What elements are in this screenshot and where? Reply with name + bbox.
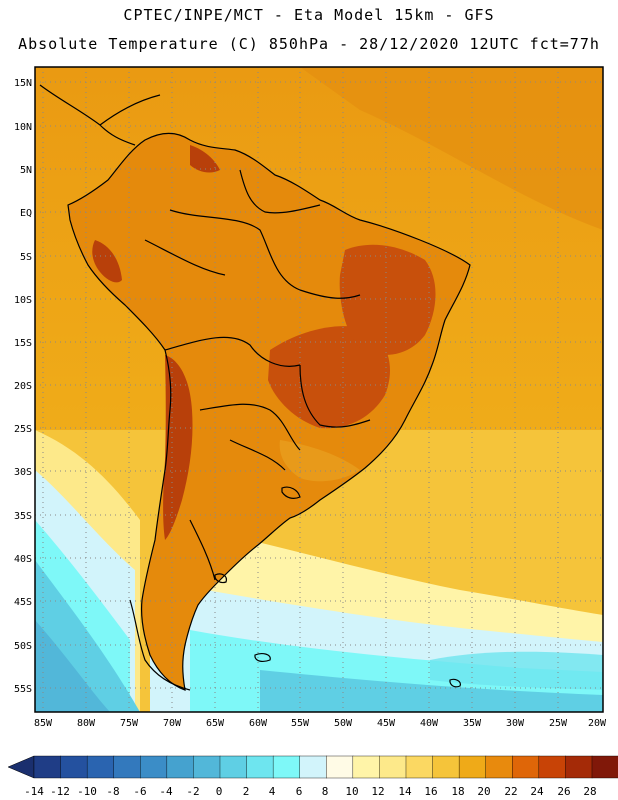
colorbar-label: 12 bbox=[371, 785, 384, 798]
lon-label: 70W bbox=[163, 718, 182, 729]
colorbar-label: 26 bbox=[557, 785, 570, 798]
colorbar-swatch bbox=[113, 755, 141, 779]
colorbar-label: 6 bbox=[296, 785, 303, 798]
colorbar-swatch bbox=[219, 755, 248, 779]
colorbar-swatch bbox=[485, 755, 513, 779]
colorbar-swatch bbox=[193, 755, 221, 779]
lon-label: 60W bbox=[249, 718, 268, 729]
lat-label: EQ bbox=[20, 208, 32, 219]
colorbar-swatch bbox=[352, 755, 380, 779]
colorbar-under-arrow bbox=[7, 755, 35, 779]
colorbar-label: 0 bbox=[216, 785, 223, 798]
lon-label: 25W bbox=[549, 718, 568, 729]
colorbar-label: 2 bbox=[243, 785, 250, 798]
colorbar-swatch bbox=[591, 755, 618, 779]
map-field bbox=[35, 67, 603, 712]
lat-axis: 15N 10N 5N EQ 5S 10S 15S 20S 25S 30S 35S… bbox=[14, 78, 32, 695]
colorbar-swatch bbox=[60, 755, 88, 779]
colorbar-label: -6 bbox=[133, 785, 146, 798]
lon-label: 55W bbox=[291, 718, 310, 729]
lat-label: 50S bbox=[14, 641, 32, 652]
colorbar-swatch bbox=[538, 755, 566, 779]
colorbar-label: 8 bbox=[322, 785, 329, 798]
lat-label: 45S bbox=[14, 597, 32, 608]
map-borders bbox=[39, 84, 471, 691]
lon-label: 75W bbox=[120, 718, 139, 729]
lat-label: 15S bbox=[14, 338, 32, 349]
colorbar-label: 24 bbox=[530, 785, 544, 798]
lat-label: 5N bbox=[20, 165, 32, 176]
colorbar-swatch bbox=[33, 755, 62, 779]
colorbar-swatch bbox=[246, 755, 274, 779]
colorbar-label: 14 bbox=[398, 785, 412, 798]
lat-label: 55S bbox=[14, 684, 32, 695]
colorbar-label: 10 bbox=[345, 785, 358, 798]
lat-label: 5S bbox=[20, 252, 32, 263]
lon-label: 80W bbox=[77, 718, 96, 729]
colorbar-label: 22 bbox=[504, 785, 517, 798]
colorbar-label: -14 bbox=[24, 785, 44, 798]
colorbar-label: -10 bbox=[77, 785, 97, 798]
colorbar-label: 18 bbox=[451, 785, 464, 798]
colorbar-label: -2 bbox=[186, 785, 199, 798]
colorbar-label: 4 bbox=[269, 785, 276, 798]
colorbar-label: 20 bbox=[477, 785, 490, 798]
lat-label: 15N bbox=[14, 78, 32, 89]
lat-label: 35S bbox=[14, 511, 32, 522]
colorbar bbox=[7, 755, 618, 779]
colorbar-swatch bbox=[86, 755, 115, 779]
chart-title-line1: CPTEC/INPE/MCT - Eta Model 15km - GFS bbox=[123, 6, 495, 24]
colorbar-swatch bbox=[405, 755, 434, 779]
chart-title-line2: Absolute Temperature (C) 850hPa - 28/12/… bbox=[18, 35, 600, 53]
colorbar-label: -12 bbox=[50, 785, 70, 798]
lat-label: 20S bbox=[14, 381, 32, 392]
colorbar-label: -4 bbox=[159, 785, 173, 798]
lon-label: 50W bbox=[334, 718, 353, 729]
colorbar-label: 16 bbox=[424, 785, 437, 798]
colorbar-swatch bbox=[299, 755, 327, 779]
colorbar-label: 28 bbox=[583, 785, 596, 798]
map-frame bbox=[34, 66, 604, 713]
lon-label: 20W bbox=[588, 718, 607, 729]
colorbar-swatch bbox=[326, 755, 354, 779]
lon-label: 65W bbox=[206, 718, 225, 729]
lat-label: 25S bbox=[14, 424, 32, 435]
colorbar-swatch bbox=[272, 755, 301, 779]
lon-label: 35W bbox=[463, 718, 482, 729]
lon-label: 40W bbox=[420, 718, 439, 729]
colorbar-swatch bbox=[166, 755, 194, 779]
colorbar-swatch bbox=[512, 755, 540, 779]
lon-label: 45W bbox=[377, 718, 396, 729]
colorbar-swatch bbox=[140, 755, 168, 779]
colorbar-swatch bbox=[565, 755, 593, 779]
lat-label: 40S bbox=[14, 554, 32, 565]
colorbar-swatch bbox=[379, 755, 407, 779]
colorbar-swatch bbox=[458, 755, 487, 779]
lon-axis: 85W 80W 75W 70W 65W 60W 55W 50W 45W 40W … bbox=[34, 718, 607, 729]
colorbar-label: -8 bbox=[106, 785, 119, 798]
lat-label: 10S bbox=[14, 295, 32, 306]
lon-label: 85W bbox=[34, 718, 53, 729]
colorbar-swatch bbox=[432, 755, 460, 779]
lat-label: 30S bbox=[14, 467, 32, 478]
colorbar-labels: -14 -12 -10 -8 -6 -4 -2 0 2 4 6 8 10 12 … bbox=[24, 785, 597, 798]
lon-label: 30W bbox=[506, 718, 525, 729]
lat-label: 10N bbox=[14, 122, 32, 133]
